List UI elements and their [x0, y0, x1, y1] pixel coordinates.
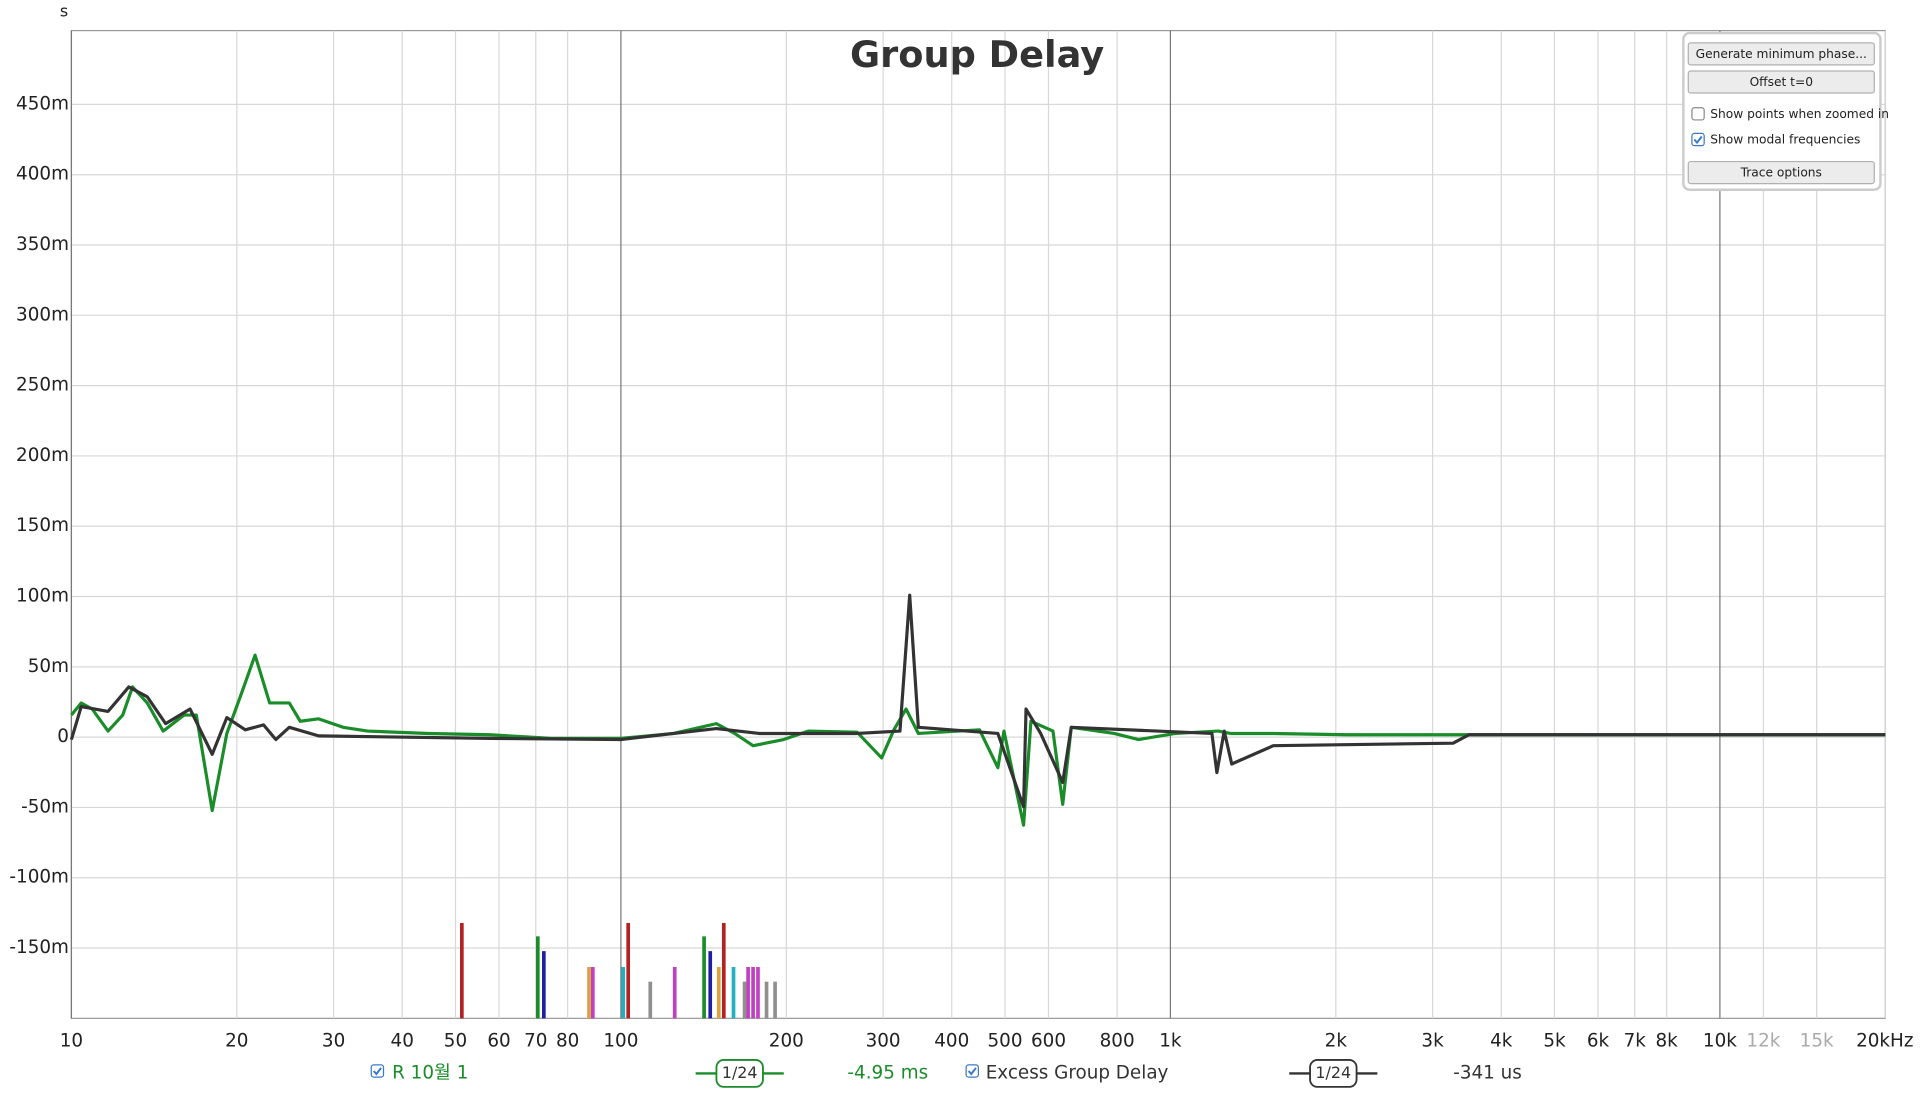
button[interactable] — [1687, 42, 1875, 66]
readout: -341 us — [1453, 1062, 1522, 1083]
x-tick-label: 5k — [1543, 1031, 1566, 1052]
button-label: Offset t=0 — [1750, 75, 1813, 89]
modal-bar — [621, 967, 626, 1019]
x-tick-label: 20kHz — [1856, 1031, 1913, 1052]
chart-title: Group Delay — [850, 33, 1104, 76]
x-tick-label: 300 — [866, 1031, 901, 1052]
x-tick-label: 10k — [1703, 1031, 1737, 1052]
modal-bar — [742, 981, 747, 1019]
legend: R 10월 1 1/24 -4.95 ms Excess Group Delay 1/2… — [370, 1059, 1522, 1088]
modal-bar — [731, 967, 736, 1019]
grid — [70, 30, 1886, 1019]
x-tick-label: 50 — [444, 1031, 467, 1052]
x-tick-label: 40 — [391, 1031, 414, 1052]
modal-bar — [672, 967, 677, 1019]
modal-bar — [716, 967, 721, 1019]
modal-bar — [587, 967, 591, 1019]
y-tick-label: 0 — [57, 726, 69, 747]
modal-bar — [721, 923, 726, 1019]
checkbox[interactable] — [965, 1064, 979, 1078]
smoothing-box[interactable] — [715, 1059, 764, 1088]
button-label: Generate minimum phase... — [1696, 47, 1867, 61]
y-tick-label: -50m — [21, 796, 69, 817]
x-tick-label: 60 — [487, 1031, 510, 1052]
modal-bar — [756, 967, 760, 1019]
x-tick-label: 800 — [1100, 1031, 1135, 1052]
x-tick-label: 1k — [1159, 1031, 1182, 1052]
x-tick-label: 8k — [1656, 1031, 1679, 1052]
x-tick-label: 200 — [769, 1031, 804, 1052]
checkbox-label: Show modal frequencies — [1710, 133, 1860, 147]
legend-entry: R 10월 1 — [392, 1062, 468, 1083]
readout: -4.95 ms — [847, 1062, 928, 1083]
x-tick-label: 12k — [1746, 1031, 1780, 1052]
y-tick-label: 150m — [16, 515, 69, 536]
modal-bar — [764, 981, 769, 1019]
x-tick-label: 4k — [1490, 1031, 1513, 1052]
modal-bar — [702, 936, 706, 1019]
smoothing-label: 1/24 — [722, 1063, 758, 1082]
modal-bar — [460, 923, 464, 1019]
y-tick-label: 100m — [16, 586, 69, 607]
checkbox-label: Show points when zoomed in — [1710, 107, 1889, 121]
y-tick-label: -150m — [9, 937, 69, 958]
x-tick-label: 100 — [603, 1031, 638, 1052]
trace-line — [69, 593, 1886, 809]
smoothing-box[interactable] — [1309, 1059, 1358, 1088]
y-tick-label: 250m — [16, 375, 69, 396]
button-label: Trace options — [1740, 166, 1822, 180]
y-unit: s — [60, 2, 68, 21]
x-tick-label: 6k — [1587, 1031, 1610, 1052]
x-tick-label: 80 — [556, 1031, 579, 1052]
x-tick-label: 600 — [1031, 1031, 1066, 1052]
x-tick-label: 3k — [1421, 1031, 1444, 1052]
check-mark — [372, 1067, 382, 1076]
y-tick-label: 400m — [16, 164, 69, 185]
check-mark — [1693, 135, 1703, 145]
modal-bar — [773, 981, 777, 1019]
marks — [69, 593, 1886, 1019]
x-tick-label: 7k — [1624, 1031, 1647, 1052]
modal-bar — [541, 951, 546, 1019]
x-tick-label: 500 — [987, 1031, 1022, 1052]
control-panel: Generate minimum phase... Offset t=0 Show … — [1682, 31, 1889, 191]
checkbox[interactable] — [1691, 132, 1705, 147]
y-tick-label: 200m — [16, 445, 69, 466]
x-tick-label: 2k — [1325, 1031, 1348, 1052]
button[interactable] — [1687, 160, 1875, 185]
x-tick-label: 70 — [524, 1031, 547, 1052]
modal-bar — [648, 981, 653, 1019]
y-tick-label: 50m — [28, 656, 69, 677]
y-tick-label: 300m — [16, 304, 69, 325]
checkbox[interactable] — [1691, 107, 1705, 121]
legend-entry: Excess Group Delay — [986, 1062, 1169, 1083]
y-tick-label: 350m — [16, 234, 69, 255]
smoothing-label: 1/24 — [1315, 1063, 1351, 1082]
checkbox[interactable] — [370, 1064, 385, 1078]
x-tick-label: 10 — [60, 1031, 83, 1052]
plot-area — [70, 29, 1886, 1019]
button[interactable] — [1687, 70, 1875, 94]
x-tick-label: 30 — [322, 1031, 345, 1052]
modal-bar — [708, 951, 713, 1019]
modal-bar — [751, 967, 755, 1019]
check-mark — [967, 1067, 977, 1076]
modal-bar — [590, 967, 595, 1019]
x-tick-label: 400 — [934, 1031, 969, 1052]
modal-bar — [746, 967, 750, 1019]
x-tick-label: 15k — [1800, 1031, 1834, 1052]
modal-bar — [535, 936, 540, 1019]
y-tick-label: -100m — [9, 867, 69, 888]
x-tick-label: 20 — [225, 1031, 248, 1052]
modal-bar — [626, 923, 631, 1019]
y-tick-label: 450m — [16, 93, 69, 114]
